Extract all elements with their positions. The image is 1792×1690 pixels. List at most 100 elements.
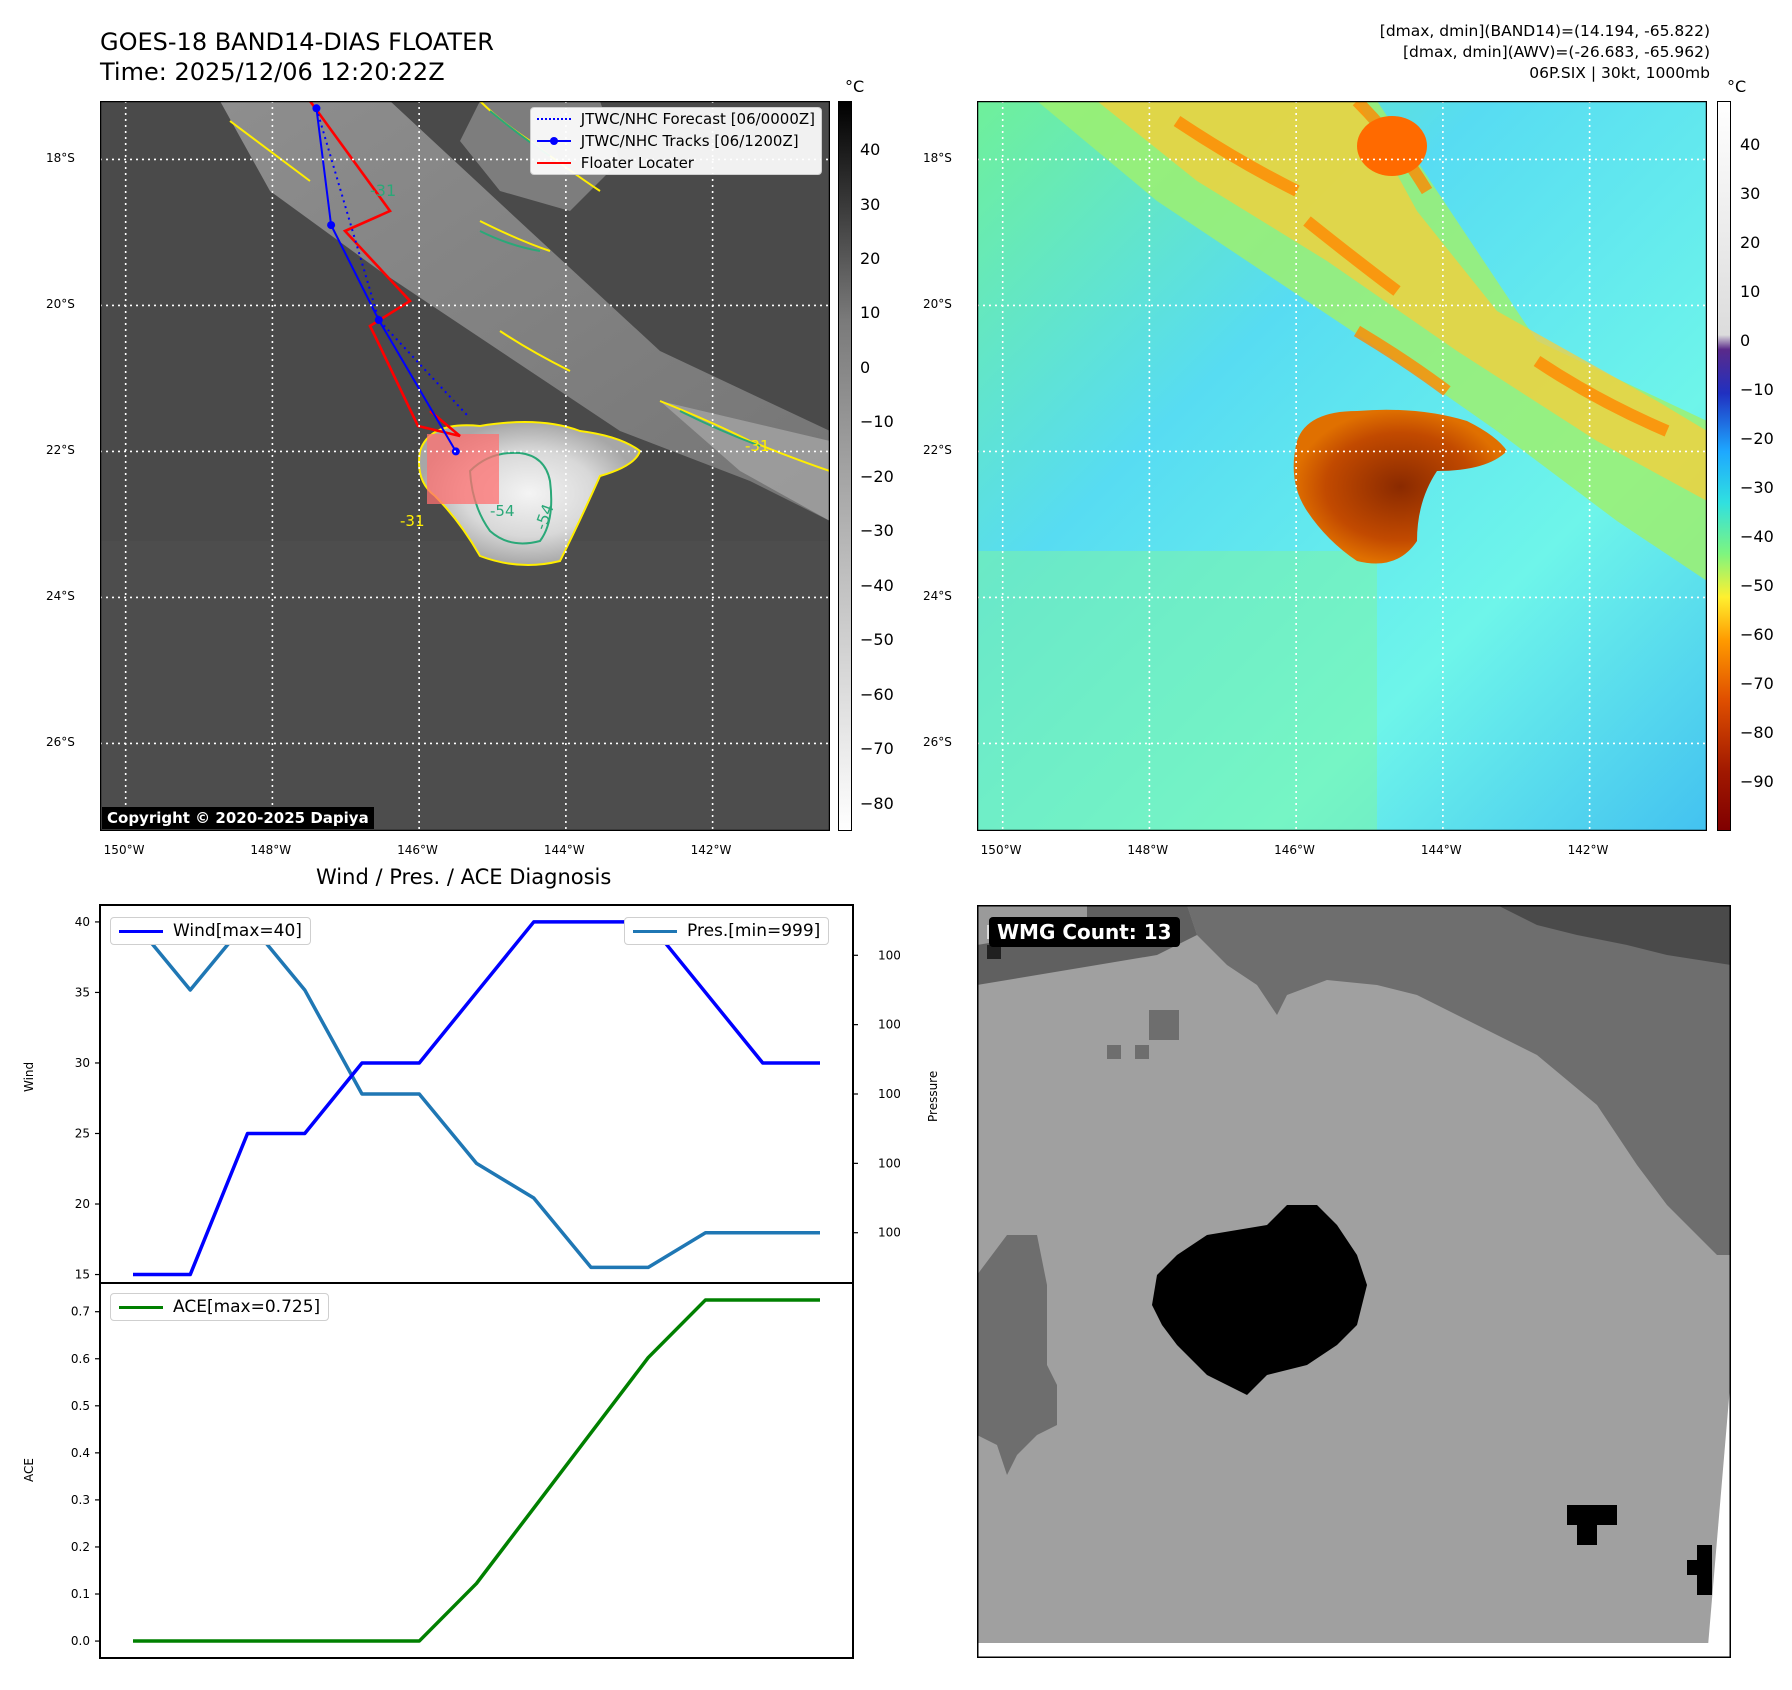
track-layer: [312, 104, 468, 456]
legend-locater-label: Floater Locater: [580, 154, 694, 172]
ace-axis-label: ACE: [22, 1458, 36, 1482]
colorbar-tick-label: −50: [1740, 576, 1774, 596]
y2-tick-label: 1006: [878, 1018, 900, 1032]
colorbar-tick-label: 30: [860, 194, 881, 214]
wind-pres-axes: [99, 904, 854, 1284]
floater-box: [427, 434, 499, 504]
contour-label: -31: [370, 181, 396, 200]
colorbar-tick-label: −30: [860, 521, 894, 541]
lat-tick-label: 18°S: [46, 151, 75, 166]
colorbar-tick-label: −80: [860, 793, 894, 813]
ir-colorbar: [838, 101, 852, 831]
colorbar-tick-label: −40: [1740, 527, 1774, 547]
lon-tick-label: 144°W: [543, 843, 585, 857]
colorbar-tick-label: −20: [860, 466, 894, 486]
map-gridlines: [100, 101, 830, 831]
y-tick-label: 25: [75, 1126, 90, 1140]
y-tick-label: 20: [75, 1197, 90, 1211]
y2-tick-label: 1008: [878, 948, 900, 962]
colorbar-tick-label: 20: [860, 248, 881, 268]
legend-forecast-label: JTWC/NHC Forecast [06/0000Z]: [580, 110, 815, 128]
diagnosis-title: Wind / Pres. / ACE Diagnosis: [316, 865, 612, 889]
wmg-count-badge: WMG Count: 13: [989, 917, 1180, 947]
forecast-line: [315, 108, 468, 416]
colorbar-tick-label: 0: [1740, 331, 1751, 351]
colorbar-tick-label: 10: [860, 303, 881, 323]
colorbar-tick-label: −90: [1740, 772, 1774, 791]
colorbar-tick-label: −60: [860, 684, 894, 704]
lat-tick-label: 20°S: [46, 297, 75, 312]
colorbar-tick-label: 20: [1740, 233, 1761, 253]
ace-legend-label: ACE[max=0.725]: [173, 1297, 321, 1317]
awv-colorbar: [1717, 101, 1731, 831]
lat-tick-label: 26°S: [46, 735, 75, 750]
y-tick-label: 0.4: [71, 1446, 90, 1460]
y-tick-label: 30: [75, 1056, 90, 1070]
diagnosis-chart: 15 20 25 30 35 40 0.0 0.1 0.2 0.3 0.4 0.5 0.6 0.7 1000…: [71, 904, 900, 1659]
lat-tick-label: 18°S: [923, 151, 952, 166]
colorbar-tick-label: 0: [860, 357, 871, 377]
ir-colorbar-unit: °C: [845, 77, 865, 96]
copyright-badge: Copyright © 2020-2025 Dapiya: [102, 807, 374, 829]
legend-tracks: JTWC/NHC Tracks [06/1200Z]: [531, 130, 821, 152]
wind-legend: Wind[max=40]: [110, 917, 311, 945]
lon-tick-label: 150°W: [103, 843, 145, 857]
track-point: [327, 221, 336, 230]
y-tick-label: 40: [75, 915, 90, 929]
pressure-axis-label: Pressure: [926, 1070, 940, 1122]
lon-tick-label: 150°W: [980, 843, 1022, 857]
wind-axis-label: Wind: [22, 1061, 36, 1092]
ir-map: -31 -54 -31 -31 -54: [99, 100, 831, 832]
pres-legend-label: Pres.[min=999]: [687, 921, 821, 941]
lat-tick-label: 26°S: [923, 735, 952, 750]
colorbar-tick-label: −80: [1740, 723, 1774, 742]
wmg-panel: WMG Count: 13: [976, 904, 1732, 1659]
ace-legend: ACE[max=0.725]: [110, 1293, 330, 1321]
y-tick-label: 0.3: [71, 1493, 90, 1507]
wmg-image: [976, 904, 1732, 1659]
lon-tick-label: 146°W: [397, 843, 438, 857]
contour-label: -31: [400, 512, 425, 530]
awv-colorbar-unit: °C: [1727, 77, 1747, 96]
y-tick-label: 15: [75, 1268, 90, 1282]
info-band14-range: [dmax, dmin](BAND14)=(14.194, -65.822): [1379, 22, 1710, 40]
ace-axes: [99, 1282, 854, 1659]
y-tick-label: 0.7: [71, 1305, 90, 1319]
colorbar-tick-label: −20: [1740, 429, 1774, 449]
legend-forecast: JTWC/NHC Forecast [06/0000Z]: [531, 108, 821, 130]
lat-tick-label: 22°S: [46, 443, 75, 458]
y-tick-label: 0.2: [71, 1540, 90, 1554]
colorbar-tick-label: 30: [1740, 184, 1761, 204]
wind-legend-label: Wind[max=40]: [173, 921, 302, 941]
lon-tick-label: 146°W: [1274, 843, 1315, 857]
track-line: [315, 108, 457, 452]
y-tick-label: 0.0: [71, 1634, 90, 1648]
lon-tick-label: 142°W: [1567, 843, 1609, 857]
map-legend: JTWC/NHC Forecast [06/0000Z] JTWC/NHC Tr…: [529, 107, 822, 175]
y2-tick-label: 1002: [878, 1156, 900, 1170]
wind-line: [133, 920, 820, 1277]
contour-label: -31: [745, 437, 770, 455]
colorbar-tick-label: 10: [1740, 282, 1761, 302]
awv-map-panel: [976, 96, 1708, 832]
colorbar-tick-label: −50: [860, 630, 894, 650]
colorbar-tick-label: −70: [1740, 674, 1774, 694]
legend-tracks-label: JTWC/NHC Tracks [06/1200Z]: [580, 132, 799, 150]
awv-map: [976, 96, 1708, 832]
lat-tick-label: 20°S: [923, 297, 952, 312]
colorbar-tick-label: 40: [1740, 135, 1761, 155]
colorbar-tick-label: −10: [1740, 380, 1774, 400]
lat-tick-label: 22°S: [923, 443, 952, 458]
colorbar-tick-label: −70: [860, 739, 894, 759]
y2-tick-label: 1000: [878, 1226, 900, 1240]
chart-time: Time: 2025/12/06 12:20:22Z: [100, 58, 445, 86]
colorbar-tick-label: −60: [1740, 625, 1774, 645]
ir-map-panel: -31 -54 -31 -31 -54 JTWC/NHC Forecast [0…: [99, 100, 831, 832]
y-tick-label: 35: [75, 985, 90, 999]
contour-label: -54: [490, 502, 515, 520]
colorbar-tick-label: 40: [860, 140, 881, 160]
lon-tick-label: 148°W: [250, 843, 292, 857]
info-awv-range: [dmax, dmin](AWV)=(-26.683, -65.962): [1403, 43, 1710, 61]
lon-tick-label: 148°W: [1127, 843, 1169, 857]
track-point: [374, 316, 383, 324]
